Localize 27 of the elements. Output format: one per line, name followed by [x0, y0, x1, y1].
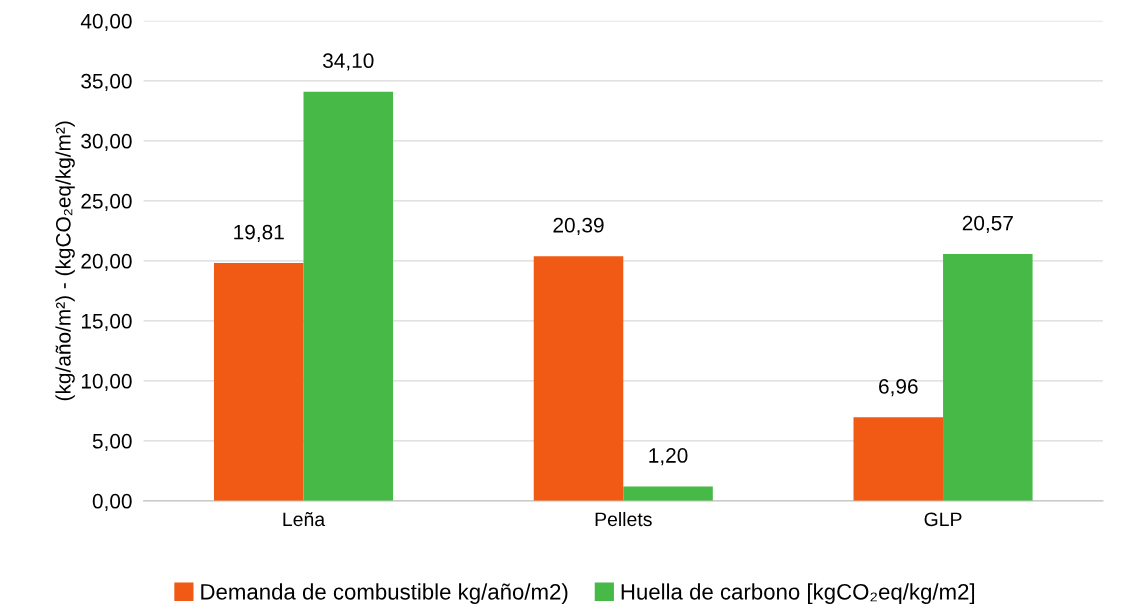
y-tick-label: 5,00	[92, 433, 132, 452]
y-tick-label: 20,00	[81, 253, 132, 272]
data-label: 6,96	[879, 378, 918, 397]
x-tick-label: Leña	[283, 512, 326, 527]
data-label: 34,10	[323, 53, 374, 71]
data-label: 20,39	[553, 217, 604, 236]
bar	[533, 256, 624, 501]
data-label: 20,57	[962, 215, 1013, 233]
x-tick-label: GLP	[924, 512, 962, 527]
y-tick-label: 40,00	[80, 13, 132, 32]
bar	[303, 91, 394, 501]
y-tick-label: 30,00	[81, 133, 132, 152]
y-tick-label: 35,00	[81, 73, 132, 92]
y-tick-label: 10,00	[81, 373, 132, 392]
x-tick-label: Pellets	[595, 511, 652, 527]
y-tick-label: 25,00	[81, 193, 132, 212]
bar	[943, 253, 1033, 501]
y-tick-label: 0,00	[92, 493, 132, 512]
bar	[213, 263, 304, 501]
data-label: 1,20	[649, 448, 688, 466]
y-axis-title: (kg/año/m²) - (kgCO₂eq/kg/m²)	[55, 121, 75, 401]
legend-label: Huella de carbono [kgCO₂eq/kg/m2]	[621, 583, 975, 605]
data-label: 19,81	[234, 224, 284, 243]
y-tick-label: 15,00	[81, 313, 132, 332]
legend-label: Demanda de combustible kg/año/m2)	[201, 583, 568, 605]
bar	[853, 417, 944, 501]
bar	[623, 486, 713, 501]
